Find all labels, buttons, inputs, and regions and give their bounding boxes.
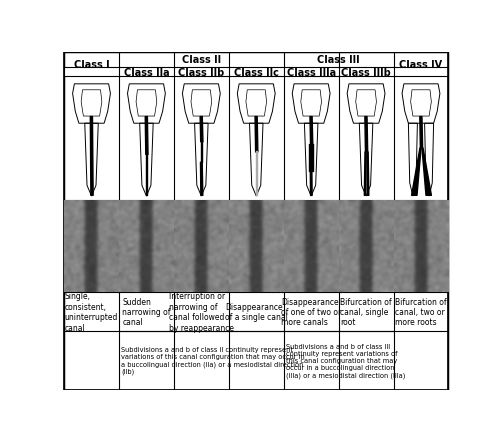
Text: Class I: Class I — [74, 60, 110, 70]
Text: Subdivisions a and b of class III
continuity represent variations of
this canal : Subdivisions a and b of class III contin… — [286, 343, 406, 378]
Text: Interruption or
narrowing of
canal followed
by reappearance: Interruption or narrowing of canal follo… — [169, 292, 234, 332]
Text: Class IIIb: Class IIIb — [341, 67, 391, 78]
Text: Bifurcation of
canal, two or
more roots: Bifurcation of canal, two or more roots — [395, 297, 447, 327]
Text: Subdivisions a and b of class II continuity represent
variations of this canal c: Subdivisions a and b of class II continu… — [122, 346, 305, 374]
Text: Disappearance
of one of two or
more canals: Disappearance of one of two or more cana… — [281, 297, 342, 327]
Text: Class IIc: Class IIc — [234, 67, 278, 78]
Text: Class IV: Class IV — [400, 60, 442, 70]
Text: Single,
consistent,
uninterrupted
canal: Single, consistent, uninterrupted canal — [65, 292, 118, 332]
Text: Disappearance
of a single canal: Disappearance of a single canal — [225, 302, 288, 321]
Text: Class IIa: Class IIa — [124, 67, 169, 78]
Bar — [394, 68, 448, 77]
Text: Class IIb: Class IIb — [178, 67, 224, 78]
Text: Bifurcation of
canal, single
root: Bifurcation of canal, single root — [340, 297, 392, 327]
Text: Class III: Class III — [318, 55, 360, 65]
Bar — [64, 68, 118, 77]
Text: Class IIIa: Class IIIa — [286, 67, 336, 78]
Text: Class II: Class II — [182, 55, 221, 65]
Text: Sudden
narrowing of
canal: Sudden narrowing of canal — [122, 297, 170, 327]
